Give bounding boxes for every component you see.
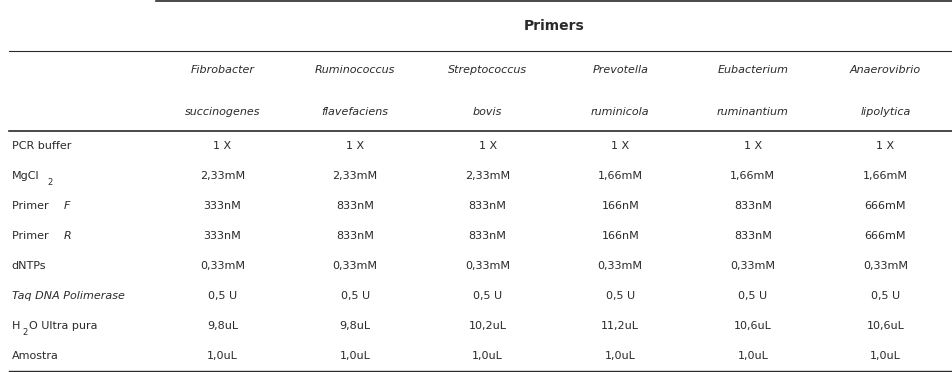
Text: H: H	[11, 321, 20, 331]
Text: 0,5 U: 0,5 U	[340, 291, 369, 301]
Text: 11,2uL: 11,2uL	[601, 321, 639, 331]
Text: bovis: bovis	[472, 106, 502, 116]
Text: 1 X: 1 X	[478, 141, 496, 151]
Text: 0,5 U: 0,5 U	[472, 291, 502, 301]
Text: 1,66mM: 1,66mM	[729, 171, 775, 181]
Text: 2,33mM: 2,33mM	[332, 171, 377, 181]
Text: Anaerovibrio: Anaerovibrio	[849, 65, 920, 75]
Text: 10,6uL: 10,6uL	[733, 321, 771, 331]
Text: Primer: Primer	[11, 201, 52, 211]
Text: 0,33mM: 0,33mM	[332, 261, 377, 270]
Text: 2,33mM: 2,33mM	[200, 171, 245, 181]
Text: 1,0uL: 1,0uL	[472, 351, 503, 360]
Text: 166nM: 166nM	[601, 231, 639, 241]
Text: lipolytica: lipolytica	[860, 106, 909, 116]
Text: 2: 2	[48, 178, 52, 187]
Text: 333nM: 333nM	[204, 231, 241, 241]
Text: 0,5 U: 0,5 U	[738, 291, 766, 301]
Text: F: F	[64, 201, 69, 211]
Text: Streptococcus: Streptococcus	[447, 65, 526, 75]
Text: 1 X: 1 X	[610, 141, 628, 151]
Text: 1,0uL: 1,0uL	[737, 351, 767, 360]
Text: Primers: Primers	[523, 19, 584, 33]
Text: R: R	[64, 231, 71, 241]
Text: Primer: Primer	[11, 231, 52, 241]
Text: MgCl: MgCl	[11, 171, 39, 181]
Text: 10,2uL: 10,2uL	[468, 321, 506, 331]
Text: O Ultra pura: O Ultra pura	[30, 321, 98, 331]
Text: dNTPs: dNTPs	[11, 261, 47, 270]
Text: 833nM: 833nM	[468, 201, 506, 211]
Text: 666mM: 666mM	[863, 231, 905, 241]
Text: 0,33mM: 0,33mM	[465, 261, 509, 270]
Text: 1 X: 1 X	[743, 141, 761, 151]
Text: 1,66mM: 1,66mM	[597, 171, 642, 181]
Text: 1 X: 1 X	[213, 141, 231, 151]
Text: Eubacterium: Eubacterium	[717, 65, 787, 75]
Text: 0,5 U: 0,5 U	[208, 291, 237, 301]
Text: 666mM: 666mM	[863, 201, 905, 211]
Text: 333nM: 333nM	[204, 201, 241, 211]
Text: Taq DNA Polimerase: Taq DNA Polimerase	[11, 291, 125, 301]
Text: 2,33mM: 2,33mM	[465, 171, 509, 181]
Text: 833nM: 833nM	[336, 201, 373, 211]
Text: succinogenes: succinogenes	[185, 106, 260, 116]
Text: 9,8uL: 9,8uL	[207, 321, 238, 331]
Text: 1,0uL: 1,0uL	[605, 351, 635, 360]
Text: 833nM: 833nM	[336, 231, 373, 241]
Text: 2: 2	[23, 328, 28, 337]
Text: 0,5 U: 0,5 U	[605, 291, 634, 301]
Text: 833nM: 833nM	[468, 231, 506, 241]
Text: 0,5 U: 0,5 U	[870, 291, 899, 301]
Text: 833nM: 833nM	[733, 201, 771, 211]
Text: 0,33mM: 0,33mM	[862, 261, 907, 270]
Text: ruminicola: ruminicola	[590, 106, 649, 116]
Text: 0,33mM: 0,33mM	[729, 261, 775, 270]
Text: 833nM: 833nM	[733, 231, 771, 241]
Text: 0,33mM: 0,33mM	[597, 261, 642, 270]
Text: Fibrobacter: Fibrobacter	[190, 65, 254, 75]
Text: Prevotella: Prevotella	[591, 65, 647, 75]
Text: 9,8uL: 9,8uL	[339, 321, 370, 331]
Text: flavefaciens: flavefaciens	[321, 106, 388, 116]
Text: 166nM: 166nM	[601, 201, 639, 211]
Text: 1,66mM: 1,66mM	[862, 171, 907, 181]
Text: 1,0uL: 1,0uL	[207, 351, 238, 360]
Text: 10,6uL: 10,6uL	[865, 321, 903, 331]
Text: 1 X: 1 X	[875, 141, 894, 151]
Text: PCR buffer: PCR buffer	[11, 141, 71, 151]
Text: 1,0uL: 1,0uL	[339, 351, 370, 360]
Text: 0,33mM: 0,33mM	[200, 261, 245, 270]
Text: Amostra: Amostra	[11, 351, 59, 360]
Text: Ruminococcus: Ruminococcus	[314, 65, 395, 75]
Text: 1,0uL: 1,0uL	[869, 351, 900, 360]
Text: 1 X: 1 X	[346, 141, 364, 151]
Text: ruminantium: ruminantium	[716, 106, 788, 116]
